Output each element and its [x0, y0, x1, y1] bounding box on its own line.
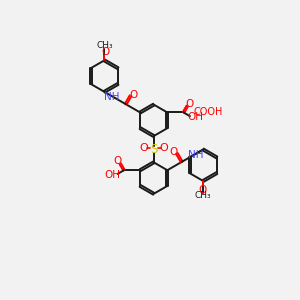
Text: O: O — [140, 143, 148, 153]
Text: OH: OH — [104, 170, 121, 180]
Text: NH: NH — [188, 150, 204, 160]
Text: COOH: COOH — [193, 107, 223, 118]
Text: OH: OH — [187, 112, 203, 122]
Text: O: O — [198, 185, 206, 195]
Text: NH: NH — [103, 92, 119, 102]
Text: O: O — [114, 157, 122, 166]
Text: O: O — [169, 147, 178, 157]
Text: O: O — [130, 90, 138, 100]
Text: O: O — [101, 46, 110, 57]
Text: O: O — [185, 99, 194, 109]
Text: CH₃: CH₃ — [96, 41, 112, 50]
Text: O: O — [159, 143, 168, 153]
Text: S: S — [150, 143, 158, 156]
Text: CH₃: CH₃ — [195, 191, 211, 200]
